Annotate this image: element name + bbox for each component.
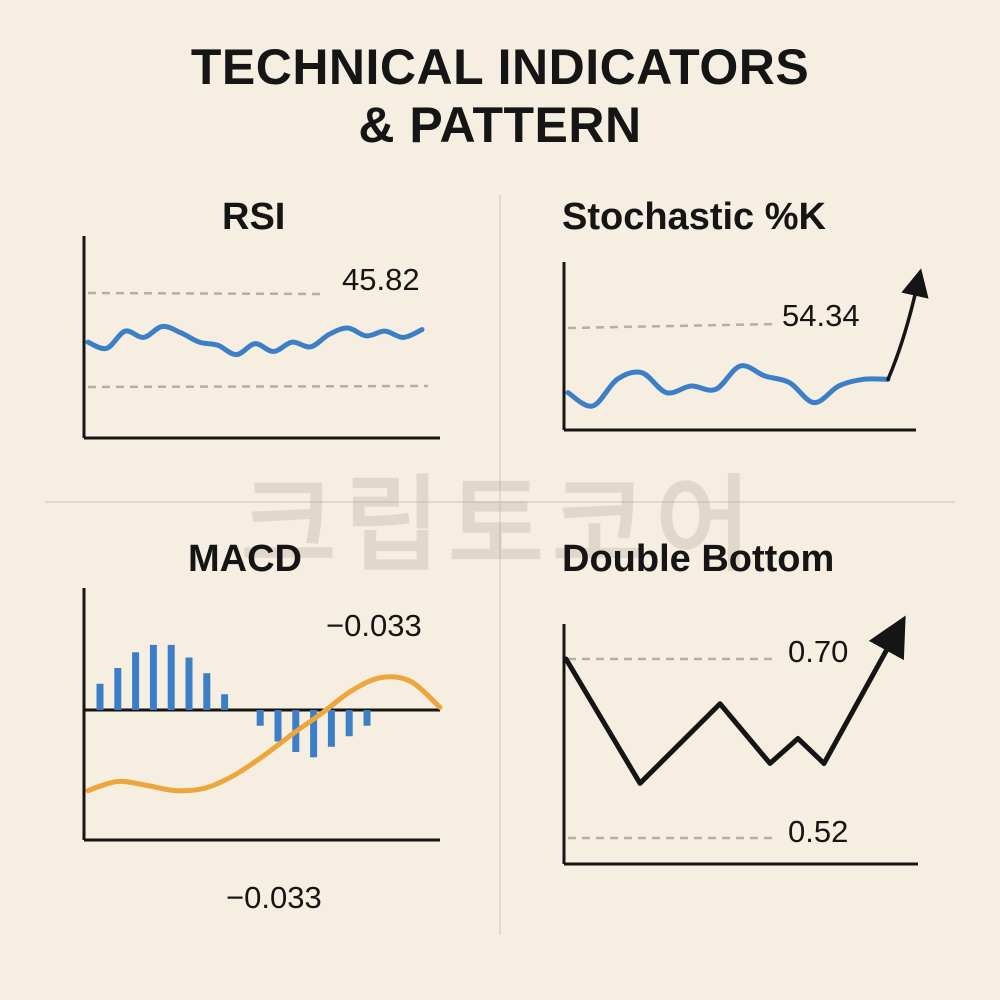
rsi-oversold-line [87, 384, 429, 389]
macd-histogram-bar [274, 710, 282, 742]
macd-histogram-bar [167, 644, 175, 710]
macd-histogram-bar [96, 683, 104, 710]
macd-histogram-bar [310, 710, 318, 758]
title-line-1: TECHNICAL INDICATORS [190, 39, 810, 95]
rsi-value-label: 45.82 [342, 262, 420, 297]
double-bottom-lower-label: 0.52 [788, 814, 849, 849]
macd-histogram-bar [345, 710, 353, 737]
macd-histogram-bar [327, 710, 335, 747]
double-bottom-chart [562, 615, 918, 866]
stochastic-up-arrow [886, 268, 929, 382]
watermark-text: 크립토코어 [240, 464, 760, 586]
macd-histogram-bar [114, 668, 122, 710]
macd-histogram-bar [149, 644, 157, 710]
macd-histogram-bar [363, 710, 371, 726]
double-bottom-price-line [563, 656, 827, 786]
horizontal-divider [45, 501, 955, 503]
macd-histogram-bar [185, 657, 193, 710]
stochastic-series-line [565, 363, 891, 409]
macd-chart [82, 588, 443, 842]
macd-histogram-bar [132, 652, 140, 710]
page-title: TECHNICAL INDICATORS & PATTERN [0, 38, 1000, 154]
macd-value-label-bottom: −0.033 [226, 880, 322, 915]
rsi-overbought-line [87, 291, 323, 296]
rsi-series-line [85, 323, 425, 358]
stochastic-title: Stochastic %K [562, 196, 826, 238]
macd-value-label-top: −0.033 [326, 608, 422, 643]
macd-histogram-bar [256, 710, 264, 726]
macd-histogram-bar [221, 694, 229, 710]
double-bottom-up-arrow [821, 615, 906, 766]
double-bottom-upper-label: 0.70 [788, 634, 849, 669]
macd-histogram-bar [203, 673, 211, 710]
rsi-title: RSI [222, 196, 286, 238]
vertical-divider [499, 195, 501, 935]
title-line-2: & PATTERN [358, 97, 642, 153]
double-bottom-title: Double Bottom [562, 538, 835, 580]
rsi-chart [82, 236, 440, 440]
stochastic-upper-line [567, 322, 777, 330]
macd-title: MACD [188, 538, 302, 580]
stochastic-value-label: 54.34 [782, 298, 860, 333]
stochastic-chart [562, 262, 929, 432]
macd-signal-line [85, 674, 443, 794]
